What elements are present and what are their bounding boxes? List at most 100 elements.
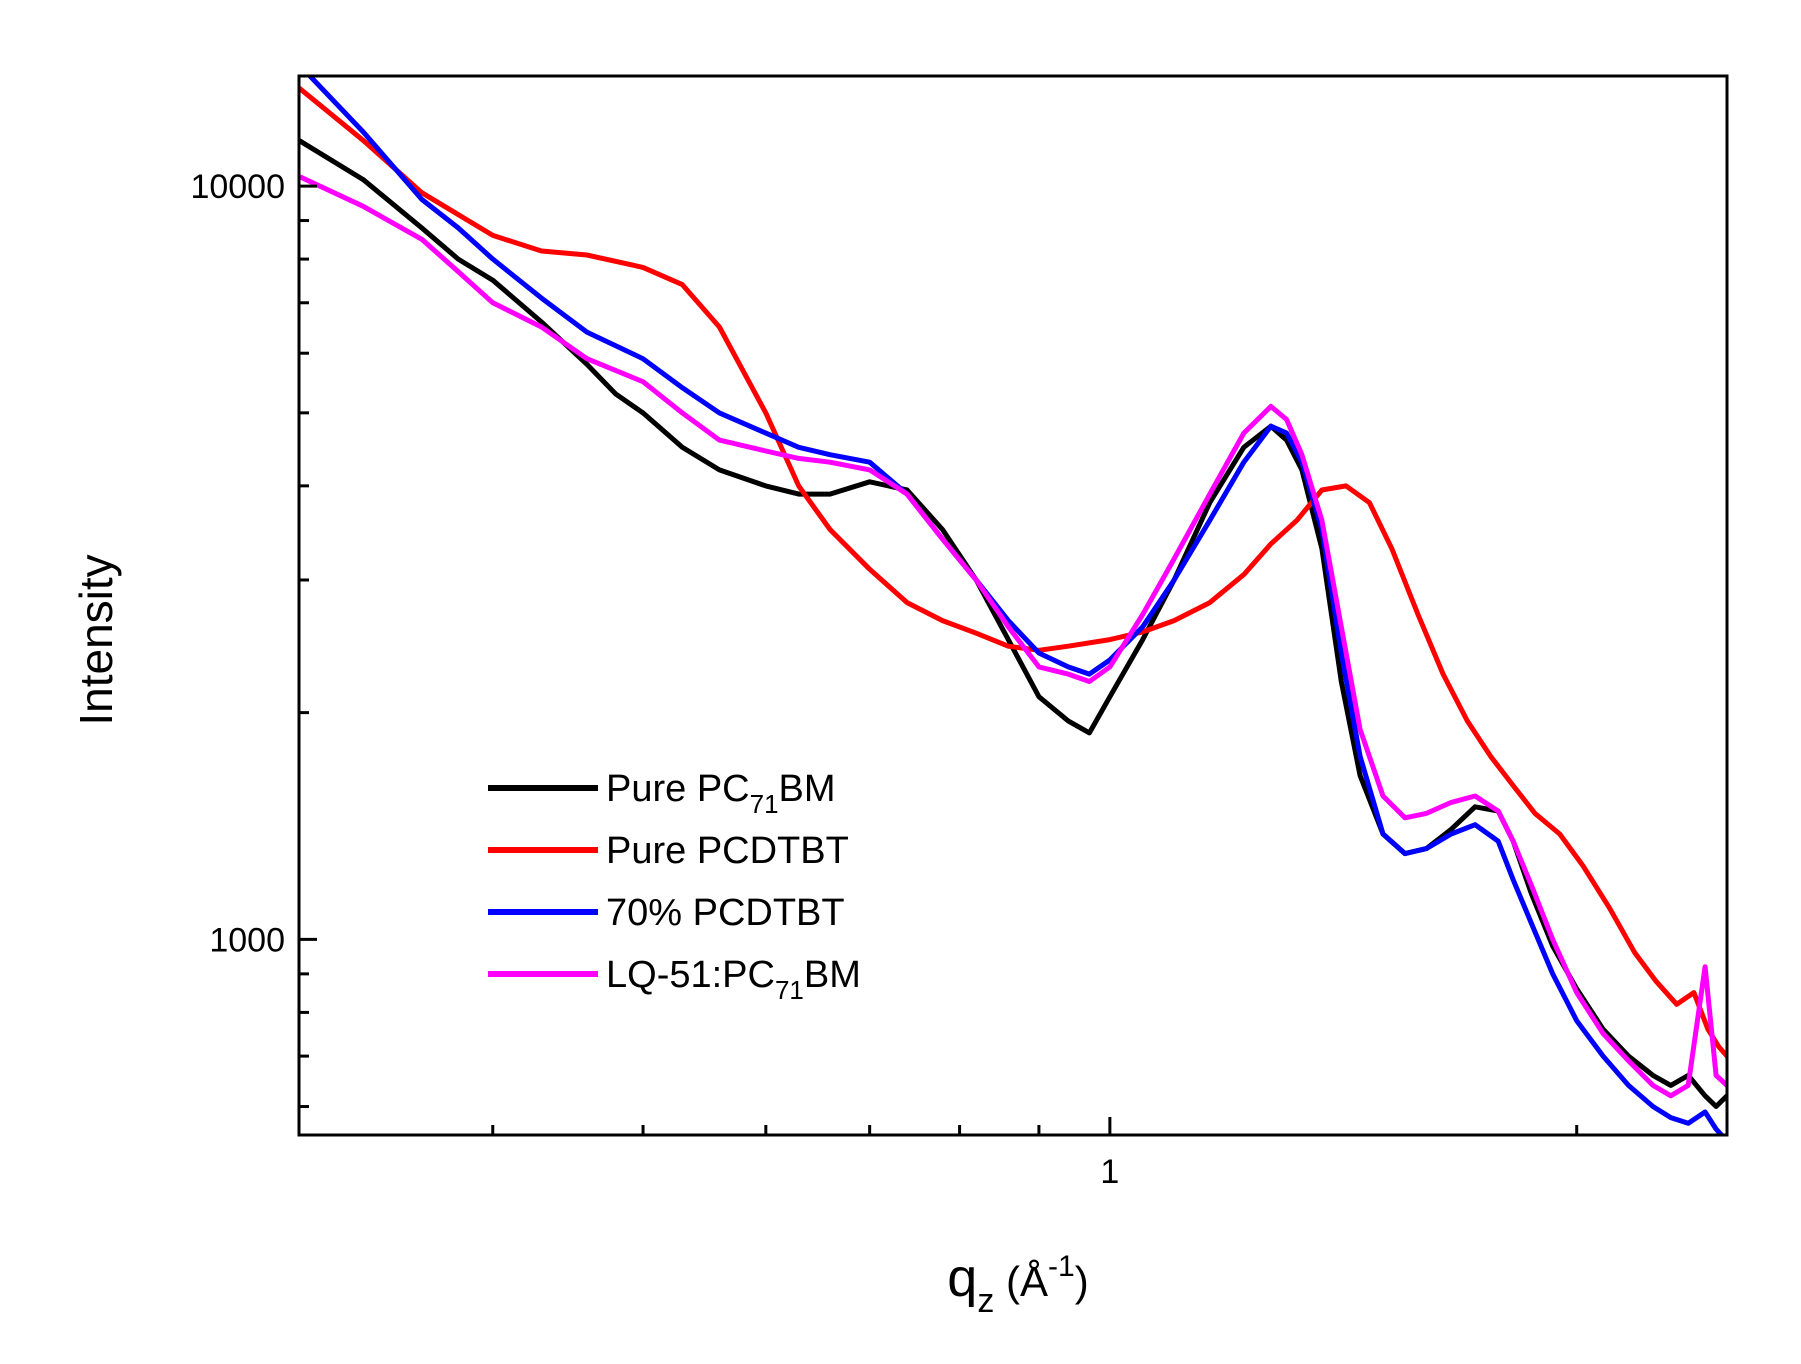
data-point [1088, 731, 1091, 735]
data-point [1669, 1094, 1673, 1098]
data-point [764, 484, 767, 488]
plot-frame [297, 74, 1729, 1137]
data-point [1037, 651, 1041, 655]
data-point [1108, 658, 1112, 662]
data-point [941, 619, 944, 622]
data-point [1675, 1003, 1678, 1006]
data-point [1208, 519, 1212, 522]
data-point [1285, 431, 1288, 435]
data-point [1601, 1054, 1605, 1058]
data-point [1441, 672, 1445, 676]
series-line-pure-pcdtbt [299, 85, 1727, 1059]
series-layer [299, 76, 1727, 1135]
data-point [1416, 613, 1420, 616]
legend-item: 70% PCDTBT [488, 892, 845, 934]
data-point [1651, 1084, 1655, 1087]
data-point [1717, 1045, 1721, 1049]
data-point [1381, 794, 1385, 798]
data-point [540, 320, 543, 324]
series-lq-51-pc71bm [299, 173, 1727, 1099]
data-point [797, 492, 800, 496]
y-tick-label: 10000 [190, 168, 285, 206]
data-point [1108, 695, 1112, 698]
data-point [1269, 542, 1273, 546]
data-point [1551, 938, 1554, 941]
data-point [540, 325, 543, 329]
data-point [1358, 774, 1362, 777]
data-point [362, 130, 365, 134]
data-point [1067, 672, 1070, 676]
data-point [1651, 1105, 1655, 1108]
data-point [764, 449, 767, 453]
data-point [764, 431, 767, 435]
data-point [1067, 719, 1070, 723]
data-point [1295, 519, 1299, 522]
data-point [1703, 965, 1707, 968]
data-point [1141, 630, 1144, 634]
data-point [1530, 884, 1533, 887]
data-point [1403, 816, 1407, 819]
data-point [1633, 951, 1637, 954]
x-axis-label-close: ) [1075, 1258, 1089, 1305]
legend: Pure PC71BM Pure PCDTBT 70% PCDTBT LQ-51:PC… [488, 768, 861, 1005]
x-tick-label: 1 [1100, 1153, 1119, 1191]
data-point [1473, 823, 1477, 826]
data-point [1269, 405, 1273, 408]
data-point [1242, 431, 1246, 435]
data-point [457, 257, 460, 261]
data-point [1368, 501, 1371, 504]
data-point [457, 270, 460, 273]
data-point [1558, 832, 1561, 836]
data-point [718, 468, 721, 472]
data-point [420, 238, 423, 241]
data-point [681, 446, 684, 449]
data-point [1141, 638, 1144, 641]
data-point [1687, 1122, 1690, 1125]
data-point [1208, 601, 1212, 604]
data-point [1390, 547, 1394, 550]
series-line-lq-51-pc71bm [299, 173, 1727, 1099]
data-point [420, 191, 423, 194]
data-point [975, 632, 978, 635]
data-point [641, 266, 645, 269]
data-point [1714, 1105, 1718, 1108]
data-point [1425, 812, 1428, 815]
data-point [828, 528, 832, 531]
data-point [1654, 980, 1658, 983]
data-point [457, 226, 460, 230]
x-axis-label: qz (Å-1) [947, 1248, 1088, 1320]
x-axis-label-main: q [947, 1248, 977, 1308]
data-point [1706, 1028, 1710, 1031]
data-point [1703, 1110, 1707, 1114]
data-point [1269, 425, 1273, 428]
data-point [614, 392, 617, 395]
data-point [1608, 907, 1611, 910]
data-point [1601, 1032, 1605, 1035]
legend-label: 70% PCDTBT [606, 892, 845, 934]
data-point [1703, 1094, 1707, 1098]
data-point [1242, 446, 1246, 449]
data-point [1172, 578, 1176, 582]
data-point [540, 296, 543, 300]
data-point [1551, 972, 1554, 976]
data-point [868, 461, 871, 464]
data-point [1669, 1084, 1673, 1087]
data-point [1300, 453, 1304, 456]
legend-label: LQ-51:PC71BM [606, 954, 861, 1005]
legend-label: Pure PCDTBT [606, 830, 849, 872]
data-point [641, 411, 645, 415]
data-point [1582, 865, 1585, 868]
data-point [540, 249, 543, 253]
data-point [1340, 651, 1343, 655]
data-point [1007, 619, 1010, 622]
data-point [718, 325, 721, 329]
data-point [1172, 557, 1176, 561]
data-point [1497, 809, 1500, 813]
data-point [420, 226, 423, 230]
data-point [1687, 1084, 1690, 1087]
data-point [975, 578, 978, 582]
data-point [1512, 784, 1515, 787]
data-point [1340, 680, 1343, 683]
series-70-pcdtbt [306, 76, 1725, 1135]
